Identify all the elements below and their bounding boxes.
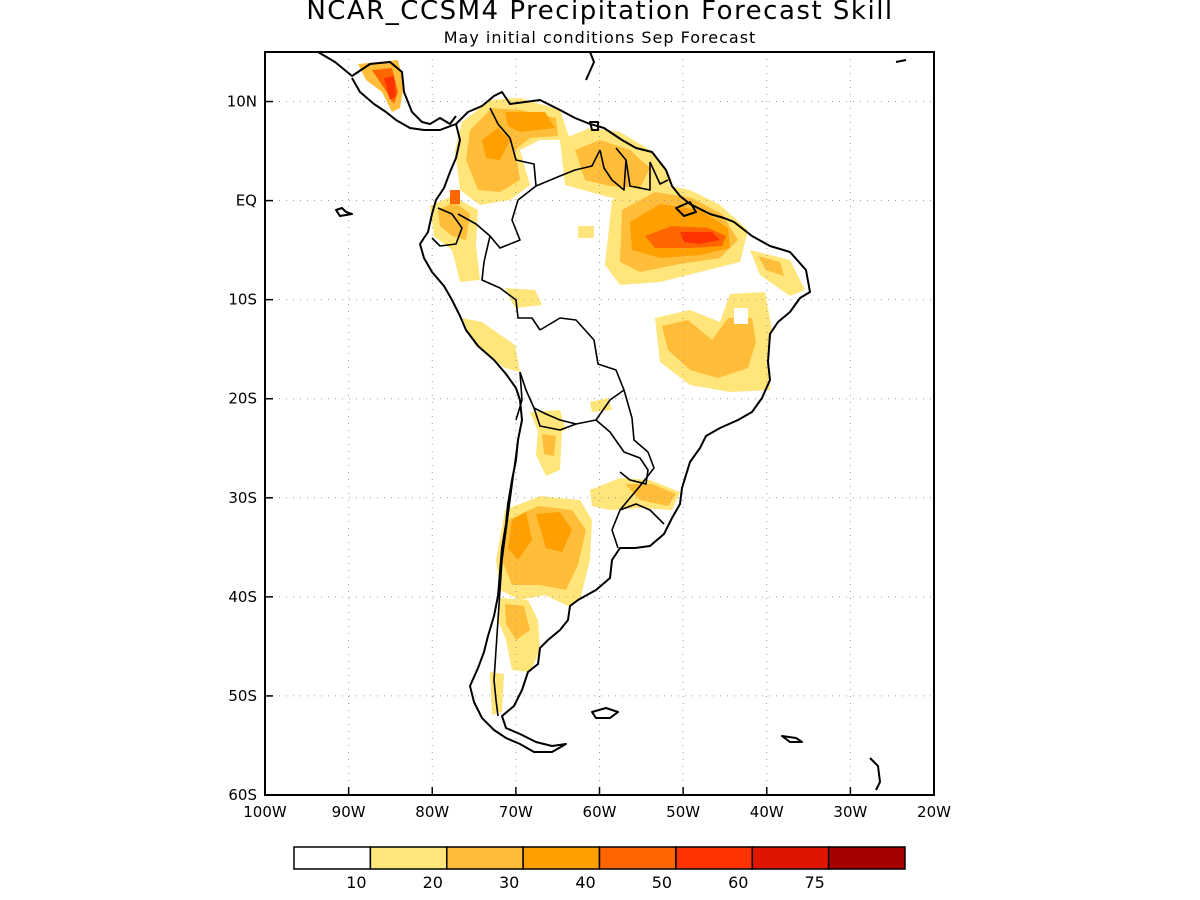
skill-patch-guianas-core [575, 140, 650, 188]
coastline-falklands [591, 707, 619, 719]
coastline-cuba-edge [585, 52, 595, 81]
coastline-south-georgia [781, 735, 803, 743]
lon-tick-label: 20W [917, 803, 951, 821]
lon-tick-label: 30W [833, 803, 867, 821]
skill-patch-paraguay [590, 398, 612, 412]
colorbar-label: 60 [728, 873, 748, 892]
lat-tick-label: 10S [228, 291, 257, 309]
border-chile-bolivia [515, 371, 523, 421]
border-uruguay [619, 503, 665, 525]
skill-patch-ne-coast-core [758, 256, 784, 276]
lon-tick-label: 100W [243, 803, 287, 821]
lat-tick-label: 30S [228, 489, 257, 507]
coastline-trinidad [589, 121, 599, 131]
colorbar-swatch [446, 846, 524, 870]
border-argentina-bolivia [533, 407, 577, 431]
coastline-south-america [419, 91, 811, 753]
border-suriname [625, 159, 651, 191]
map-subtitle: May initial conditions Sep Forecast [443, 28, 757, 47]
border-venezuela-brazil [535, 149, 601, 187]
border-colombia-south [457, 199, 521, 249]
skill-gap-ne-brazil [734, 308, 748, 324]
colorbar-label: 40 [575, 873, 595, 892]
skill-patch-central-argentina-inner [536, 512, 572, 552]
lon-tick-label: 80W [415, 803, 449, 821]
colorbar-swatch [827, 846, 906, 870]
lon-tick-label: 40W [750, 803, 784, 821]
lat-tick-label: 40S [228, 588, 257, 606]
colorbar: 10 20 30 40 50 60 75 [293, 846, 906, 892]
lon-tick-label: 70W [499, 803, 533, 821]
colorbar-swatch [369, 846, 448, 870]
border-bolivia [519, 317, 625, 425]
border-ecuador [431, 207, 463, 247]
coastline-galapagos [335, 207, 353, 217]
skill-patch-north-venezuela [505, 112, 555, 132]
colorbar-label: 75 [804, 873, 824, 892]
skill-patch-peru-coast [462, 318, 520, 372]
colorbar-label: 50 [652, 873, 672, 892]
colorbar-label: 20 [423, 873, 443, 892]
skill-patch-central-argentina-core [508, 512, 532, 560]
skill-patch-central-america-peak [384, 76, 396, 100]
skill-patch-eastern-amazon-max [680, 232, 720, 244]
colorbar-label: 30 [499, 873, 519, 892]
skill-patch-amazon-small [578, 226, 594, 238]
lat-tick-label: 20S [228, 390, 257, 408]
coastline-south-sandwich [869, 757, 881, 791]
map-title: NCAR_CCSM4 Precipitation Forecast Skill [306, 0, 894, 26]
lat-tick-label: EQ [236, 192, 257, 210]
skill-patch-ecuador-peak [450, 190, 460, 204]
skill-patch-peru-interior [505, 288, 542, 308]
border-peru-brazil [481, 235, 541, 331]
lat-tick-label: 10N [227, 93, 257, 111]
lon-tick-label: 90W [332, 803, 366, 821]
lat-tick-label: 50S [228, 687, 257, 705]
skill-patch-ne-brazil-core [662, 318, 756, 378]
skill-shading-layer [358, 60, 805, 715]
coastline-mexico-central-america [317, 52, 457, 125]
border-chile-argentina [493, 439, 519, 717]
colorbar-swatch [598, 846, 677, 870]
coastline-central-america-pacific [351, 77, 457, 131]
lon-tick-label: 60W [583, 803, 617, 821]
colorbar-swatch [675, 846, 753, 870]
border-french-guiana [649, 161, 669, 185]
skill-patch-colombia-peak [482, 128, 510, 160]
coastline-marajo [675, 201, 697, 217]
skill-patch-north-argentina-core [542, 434, 556, 456]
colorbar-swatch [751, 846, 830, 870]
colorbar-swatch [293, 846, 372, 870]
colorbar-swatch [522, 846, 601, 870]
lat-tick-label: 60S [228, 786, 257, 804]
skill-patch-patagonia-core [505, 604, 530, 640]
coastline-north-islands [895, 59, 907, 63]
coastline-layer [317, 52, 907, 791]
colorbar-label: 10 [346, 873, 366, 892]
border-argentina-brazil [611, 451, 655, 549]
lon-tick-label: 50W [666, 803, 700, 821]
border-guyana [599, 147, 627, 191]
border-paraguay-brazil [623, 389, 649, 453]
border-paraguay [595, 419, 649, 485]
country-borders-layer [431, 107, 669, 717]
